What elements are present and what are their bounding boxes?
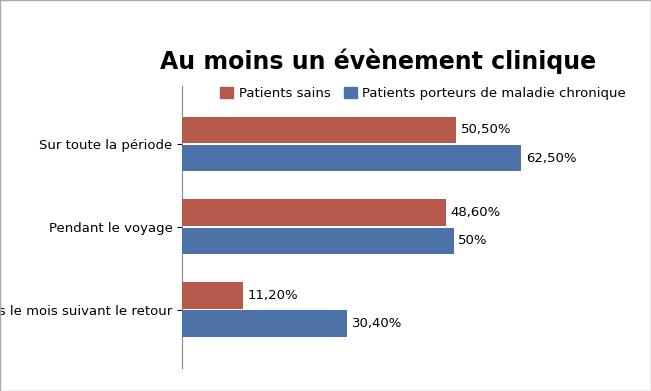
Legend: Patients sains, Patients porteurs de maladie chronique: Patients sains, Patients porteurs de mal…	[220, 87, 626, 100]
Text: 50,50%: 50,50%	[461, 124, 511, 136]
Bar	[182, 199, 446, 226]
Text: 30,40%: 30,40%	[352, 317, 402, 330]
Text: 62,50%: 62,50%	[525, 152, 576, 165]
Bar	[182, 310, 347, 337]
Bar	[182, 145, 521, 171]
Title: Au moins un évènement clinique: Au moins un évènement clinique	[159, 49, 596, 74]
Text: 11,20%: 11,20%	[247, 289, 298, 302]
Bar	[182, 228, 454, 254]
Text: 50%: 50%	[458, 234, 488, 248]
Bar	[182, 117, 456, 143]
Bar	[182, 282, 243, 309]
Text: 48,60%: 48,60%	[450, 206, 501, 219]
